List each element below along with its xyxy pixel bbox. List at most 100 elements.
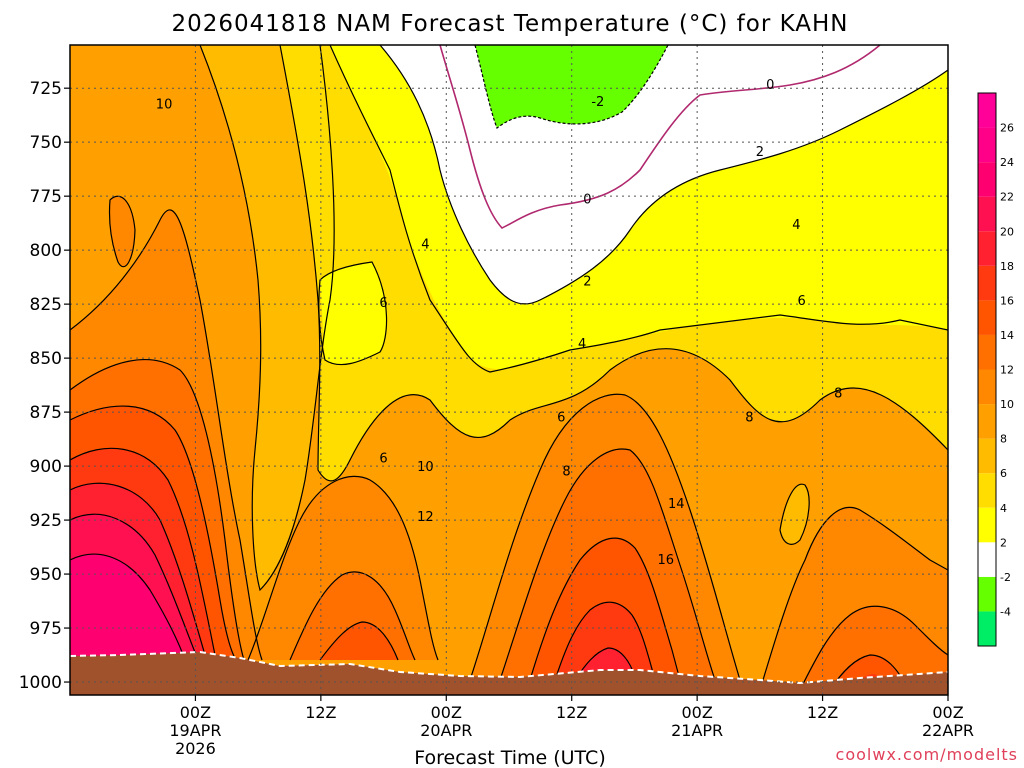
contour-line bbox=[529, 537, 681, 681]
x-tick-label: 00Z bbox=[431, 703, 462, 722]
band-fill bbox=[70, 554, 185, 660]
colorbar-tick-label: -4 bbox=[1000, 605, 1011, 618]
contour-label: -2 bbox=[591, 95, 604, 110]
colorbar-tick-label: 16 bbox=[1000, 294, 1014, 307]
y-tick-label: 875 bbox=[30, 403, 62, 423]
x-tick-label: 19APR bbox=[169, 721, 221, 740]
contour-line bbox=[329, 45, 948, 373]
contour-line bbox=[199, 45, 335, 592]
contour-line bbox=[574, 647, 637, 681]
contour-label: 2 bbox=[583, 274, 591, 289]
contour-line bbox=[70, 209, 263, 661]
contour-label: 10 bbox=[156, 97, 173, 112]
colorbar-tick-label: 22 bbox=[1000, 191, 1014, 204]
x-tick-label: 2026 bbox=[175, 739, 216, 758]
colorbar-band bbox=[978, 576, 996, 612]
contour-line bbox=[318, 261, 388, 366]
credit-text: coolwx.com/modelts bbox=[836, 745, 1018, 764]
contour-line bbox=[279, 45, 948, 482]
contour-label: 8 bbox=[562, 464, 570, 479]
contour-line bbox=[70, 447, 217, 661]
colorbar-band bbox=[978, 369, 996, 405]
contour-line bbox=[70, 553, 186, 661]
contour-line bbox=[799, 605, 948, 691]
contour-label: 6 bbox=[379, 451, 387, 466]
chart-title: 2026041818 NAM Forecast Temperature (°C)… bbox=[171, 11, 848, 37]
contour-label: 4 bbox=[421, 238, 429, 253]
y-tick-label: 725 bbox=[30, 79, 62, 99]
colorbar-tick-label: 26 bbox=[1000, 122, 1014, 135]
colorbar-tick-label: 8 bbox=[1000, 433, 1007, 446]
contour-label: 10 bbox=[417, 460, 434, 475]
colorbar-tick-label: 24 bbox=[1000, 156, 1014, 169]
band-fill bbox=[780, 484, 810, 545]
contour-label-layer: 10 -2 0 0 2 2 4 4 4 6 6 6 6 8 8 8 10 12 14 16 bbox=[156, 78, 843, 568]
y-tick-label: 950 bbox=[30, 565, 62, 585]
colorbar-band bbox=[978, 507, 996, 543]
colorbar-tick-label: 12 bbox=[1000, 364, 1014, 377]
contour-line bbox=[70, 405, 237, 661]
contour-lines bbox=[70, 45, 948, 691]
colorbar-band bbox=[978, 473, 996, 508]
contour-line bbox=[379, 45, 948, 305]
contour-label: 4 bbox=[792, 218, 800, 233]
x-tick-label: 00Z bbox=[180, 703, 211, 722]
y-tick-label: 800 bbox=[30, 241, 62, 261]
contour-line bbox=[499, 448, 716, 681]
contour-line bbox=[289, 571, 416, 661]
colorbar-tick-label: 6 bbox=[1000, 467, 1007, 480]
contour-label: 12 bbox=[417, 510, 434, 525]
contour-label: 6 bbox=[798, 294, 806, 309]
colorbar-frame bbox=[977, 92, 997, 647]
terrain-snow-edge bbox=[69, 650, 949, 685]
contour-line bbox=[247, 475, 439, 661]
contour-line bbox=[70, 359, 245, 661]
y-tick-label: 925 bbox=[30, 511, 62, 531]
contour-line bbox=[439, 45, 881, 229]
contour-line bbox=[779, 483, 810, 545]
contour-label: 4 bbox=[578, 337, 586, 352]
colorbar-band bbox=[978, 93, 996, 128]
x-tick-label: 22APR bbox=[922, 721, 974, 740]
x-tick-label: 12Z bbox=[556, 703, 587, 722]
colorbar-band bbox=[978, 231, 996, 266]
y-tick-label: 975 bbox=[30, 619, 62, 639]
terrain-surface bbox=[70, 652, 948, 695]
contour-line bbox=[70, 513, 199, 661]
colorbar-tick-label: 18 bbox=[1000, 260, 1014, 273]
x-tick-label: 12Z bbox=[807, 703, 838, 722]
contour-label: 8 bbox=[745, 410, 753, 425]
colorbar-tick-label: 14 bbox=[1000, 329, 1014, 342]
contour-label: 0 bbox=[766, 78, 774, 93]
colorbar-tick-label: 10 bbox=[1000, 398, 1014, 411]
contour-label: 0 bbox=[583, 192, 591, 207]
colorbar-band bbox=[978, 334, 996, 370]
x-tick-label: 20APR bbox=[420, 721, 472, 740]
y-tick-label: 825 bbox=[30, 295, 62, 315]
band-fill bbox=[555, 602, 655, 680]
grid-layer bbox=[70, 45, 949, 695]
colorbar-tick-label: 2 bbox=[1000, 536, 1007, 549]
plot-frame bbox=[69, 44, 949, 696]
contour-line bbox=[319, 621, 399, 661]
band-fill bbox=[475, 45, 668, 128]
colorbar-band bbox=[978, 127, 996, 163]
colorbar-band bbox=[978, 542, 996, 577]
x-tick-label: 12Z bbox=[305, 703, 336, 722]
y-tick-label: 775 bbox=[30, 187, 62, 207]
y-tick-label: 750 bbox=[30, 133, 62, 153]
y-tick-label: 850 bbox=[30, 349, 62, 369]
colorbar-band bbox=[978, 162, 996, 197]
colorbar-band bbox=[978, 611, 996, 646]
band-fill bbox=[200, 45, 335, 590]
contour-label: 6 bbox=[379, 296, 387, 311]
contour-label: 14 bbox=[668, 497, 685, 512]
y-axis: 725 750 775 800 825 850 875 900 925 950 975 1000 bbox=[19, 79, 70, 693]
colorbar-band bbox=[978, 438, 996, 474]
y-tick-label: 900 bbox=[30, 457, 62, 477]
x-tick-label: 00Z bbox=[681, 703, 712, 722]
contour-label: 2 bbox=[756, 145, 764, 160]
colorbar-tick-label: 4 bbox=[1000, 502, 1007, 515]
